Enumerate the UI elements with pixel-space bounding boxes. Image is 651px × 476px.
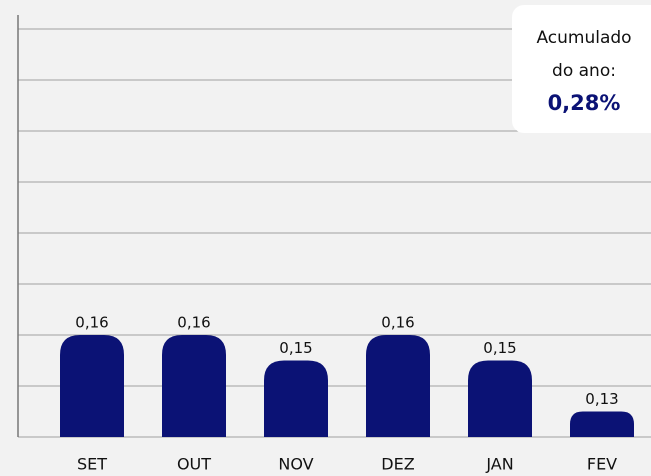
value-label: 0,15 bbox=[279, 339, 312, 357]
bar bbox=[468, 360, 532, 437]
bar bbox=[570, 411, 634, 437]
annotation-text: do ano: bbox=[552, 61, 616, 81]
x-tick-label: SET bbox=[77, 455, 107, 474]
x-tick-label: OUT bbox=[177, 455, 211, 474]
value-label: 0,13 bbox=[585, 390, 618, 408]
x-tick-label: DEZ bbox=[381, 455, 414, 474]
x-tick-label: NOV bbox=[278, 455, 313, 474]
bar bbox=[60, 335, 124, 437]
x-tick-label: JAN bbox=[485, 455, 513, 474]
x-tick-label: FEV bbox=[587, 455, 617, 474]
bar bbox=[366, 335, 430, 437]
value-label: 0,15 bbox=[483, 339, 516, 357]
annotation-box bbox=[512, 5, 651, 133]
annotation-text: Acumulado bbox=[536, 28, 631, 48]
value-label: 0,16 bbox=[177, 314, 210, 332]
bar bbox=[162, 335, 226, 437]
bar bbox=[264, 360, 328, 437]
annotation-value: 0,28% bbox=[548, 91, 621, 115]
value-label: 0,16 bbox=[75, 314, 108, 332]
value-label: 0,16 bbox=[381, 314, 414, 332]
